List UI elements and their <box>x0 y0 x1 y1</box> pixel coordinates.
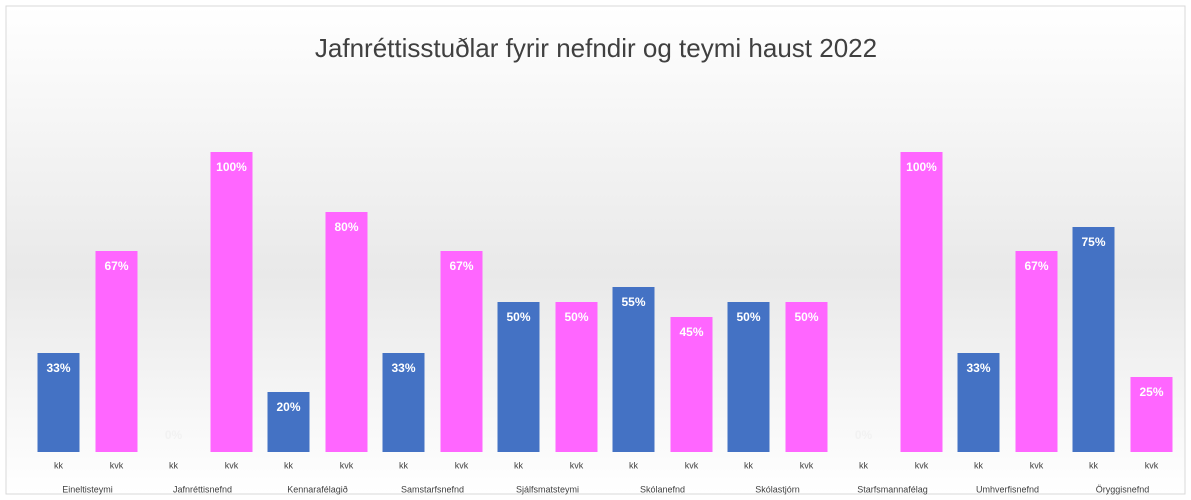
bar <box>382 353 425 452</box>
series-label: kk <box>399 460 409 470</box>
series-label: kk <box>284 460 294 470</box>
series-label: kvk <box>225 460 239 470</box>
series-label: kvk <box>1030 460 1044 470</box>
bar <box>670 317 713 452</box>
data-label: 45% <box>679 325 703 339</box>
bar <box>555 302 598 452</box>
bar <box>727 302 770 452</box>
category-label: Kennarafélagið <box>287 484 348 494</box>
data-label: 100% <box>906 160 937 174</box>
data-label: 75% <box>1081 235 1105 249</box>
series-label: kvk <box>915 460 929 470</box>
series-label: kk <box>744 460 754 470</box>
bar <box>900 152 943 452</box>
data-label: 33% <box>46 361 70 375</box>
bar <box>210 152 253 452</box>
category-label: Samstarfsnefnd <box>401 484 464 494</box>
category-label: Umhverfisnefnd <box>976 484 1039 494</box>
data-label: 50% <box>506 310 530 324</box>
data-label: 67% <box>104 259 128 273</box>
data-label: 67% <box>1024 259 1048 273</box>
bar <box>267 392 310 452</box>
category-label: Skólanefnd <box>640 484 685 494</box>
bar <box>325 212 368 452</box>
bar <box>95 251 138 452</box>
data-label: 50% <box>564 310 588 324</box>
category-label: Öryggisnefnd <box>1096 484 1150 494</box>
data-label: 67% <box>449 259 473 273</box>
bar <box>497 302 540 452</box>
bar <box>1130 377 1173 452</box>
category-label: Sjálfsmatsteymi <box>516 484 579 494</box>
data-label: 80% <box>334 220 358 234</box>
bar <box>957 353 1000 452</box>
series-label: kvk <box>800 460 814 470</box>
bar <box>1015 251 1058 452</box>
bar <box>612 287 655 452</box>
data-label: 50% <box>794 310 818 324</box>
series-label: kvk <box>570 460 584 470</box>
series-label: kk <box>859 460 869 470</box>
series-label: kvk <box>685 460 699 470</box>
series-label: kk <box>629 460 639 470</box>
data-label: 33% <box>391 361 415 375</box>
category-label: Eineltisteymi <box>62 484 113 494</box>
bar <box>785 302 828 452</box>
bar <box>440 251 483 452</box>
category-label: Skólastjórn <box>755 484 800 494</box>
category-label: Starfsmannafélag <box>857 484 928 494</box>
chart-title: Jafnréttisstuðlar fyrir nefndir og teymi… <box>315 33 877 63</box>
data-label: 20% <box>276 400 300 414</box>
series-label: kvk <box>110 460 124 470</box>
data-label: 55% <box>621 295 645 309</box>
series-label: kvk <box>340 460 354 470</box>
series-label: kk <box>974 460 984 470</box>
bar <box>37 353 80 452</box>
bar <box>1072 227 1115 452</box>
series-label: kk <box>54 460 64 470</box>
data-label: 25% <box>1139 385 1163 399</box>
data-label: 0% <box>855 428 873 442</box>
series-label: kk <box>1089 460 1099 470</box>
series-label: kvk <box>455 460 469 470</box>
category-label: Jafnréttisnefnd <box>173 484 232 494</box>
data-label: 50% <box>736 310 760 324</box>
series-label: kk <box>514 460 524 470</box>
series-label: kvk <box>1145 460 1159 470</box>
series-label: kk <box>169 460 179 470</box>
data-label: 33% <box>966 361 990 375</box>
data-label: 100% <box>216 160 247 174</box>
data-label: 0% <box>165 428 183 442</box>
